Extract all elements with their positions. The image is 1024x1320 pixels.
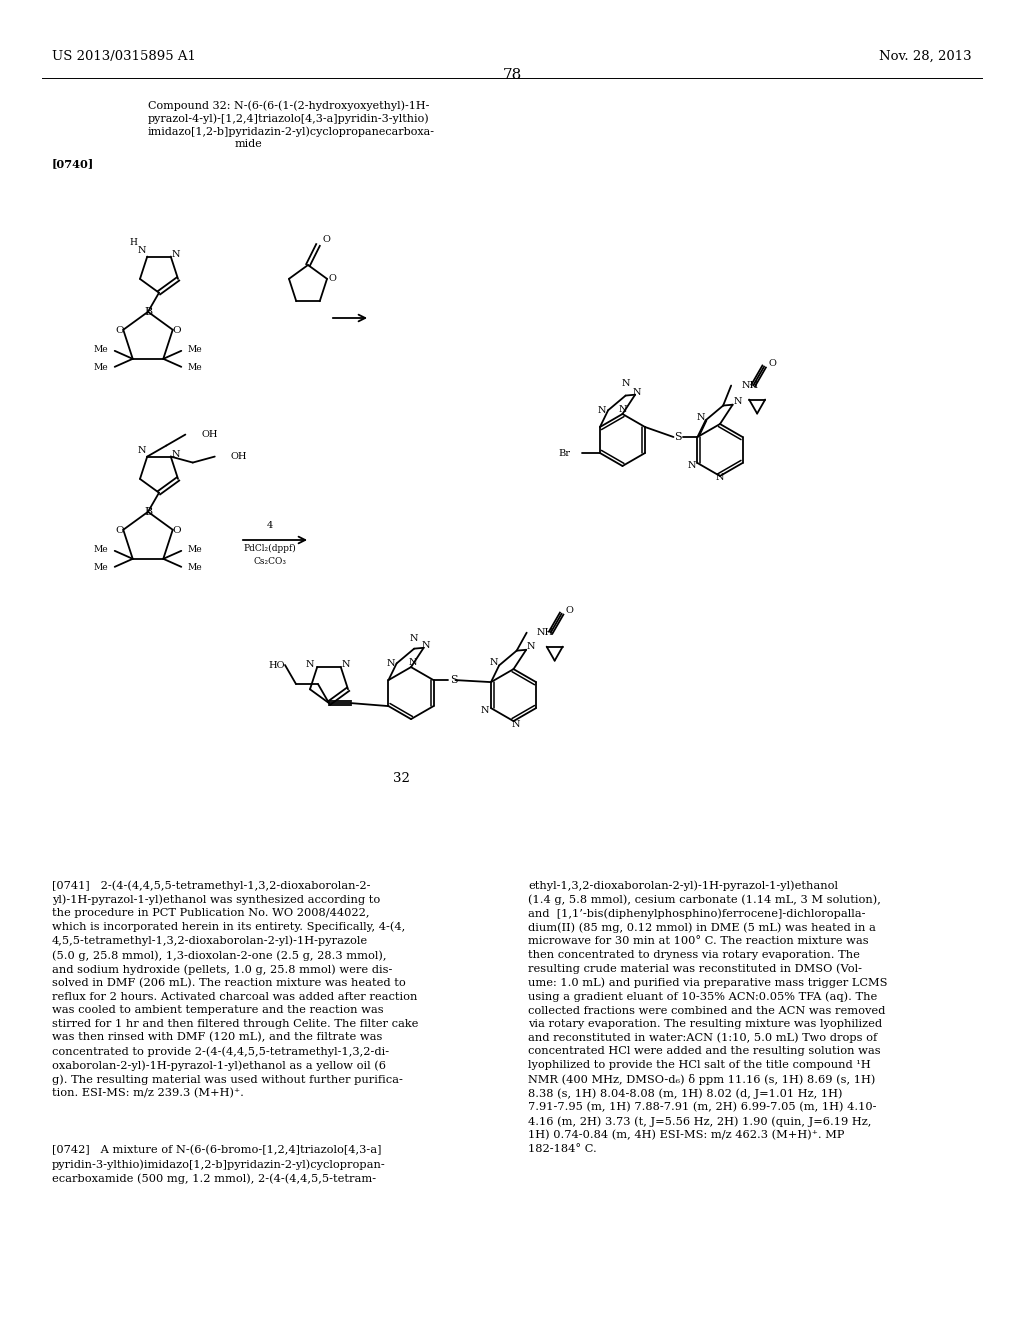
Text: O: O [115,326,124,335]
Text: ethyl-1,3,2-dioxaborolan-2-yl)-1H-pyrazol-1-yl)ethanol
(1.4 g, 5.8 mmol), cesium: ethyl-1,3,2-dioxaborolan-2-yl)-1H-pyrazo… [528,880,888,1154]
Text: O: O [172,326,181,335]
Text: HO: HO [268,660,285,669]
Text: NH: NH [537,628,554,638]
Text: N: N [527,643,536,651]
Text: Me: Me [93,346,108,354]
Text: O: O [565,606,573,615]
Text: N: N [171,249,180,259]
Text: N: N [306,660,314,669]
Text: Compound 32: N-(6-(6-(1-(2-hydroxyoxyethyl)-1H-: Compound 32: N-(6-(6-(1-(2-hydroxyoxyeth… [148,100,429,111]
Text: S: S [450,675,458,685]
Text: N: N [480,706,489,714]
Text: N: N [386,659,395,668]
Text: Nov. 28, 2013: Nov. 28, 2013 [880,50,972,63]
Text: NH: NH [741,381,758,389]
Text: PdCl₂(dppf): PdCl₂(dppf) [244,544,296,553]
Text: N: N [696,413,705,422]
Text: OH: OH [202,430,218,440]
Text: 4: 4 [267,521,273,531]
Text: N: N [622,379,630,388]
Text: O: O [768,359,776,368]
Text: S: S [674,432,681,442]
Text: imidazo[1,2-b]pyridazin-2-yl)cyclopropanecarboxa-: imidazo[1,2-b]pyridazin-2-yl)cyclopropan… [148,125,435,136]
Text: US 2013/0315895 A1: US 2013/0315895 A1 [52,50,196,63]
Text: N: N [687,461,695,470]
Text: Me: Me [93,545,108,554]
Text: Me: Me [93,564,108,573]
Text: O: O [323,235,330,244]
Text: B: B [144,306,152,317]
Text: O: O [115,527,124,536]
Text: 78: 78 [503,69,521,82]
Text: N: N [138,246,146,255]
Text: OH: OH [230,451,247,461]
Text: N: N [410,634,419,643]
Text: N: N [409,657,417,667]
Text: pyrazol-4-yl)-[1,2,4]triazolo[4,3-a]pyridin-3-ylthio): pyrazol-4-yl)-[1,2,4]triazolo[4,3-a]pyri… [148,114,430,124]
Text: Cs₂CO₃: Cs₂CO₃ [254,557,287,566]
Text: N: N [716,474,724,483]
Text: [0741]   2-(4-(4,4,5,5-tetramethyl-1,3,2-dioxaborolan-2-
yl)-1H-pyrazol-1-yl)eth: [0741] 2-(4-(4,4,5,5-tetramethyl-1,3,2-d… [52,880,419,1098]
Text: Me: Me [93,363,108,372]
Text: N: N [138,446,146,455]
Text: N: N [422,642,430,651]
Text: Br: Br [558,449,570,458]
Text: N: N [598,405,606,414]
Text: [0742]   A mixture of N-(6-(6-bromo-[1,2,4]triazolo[4,3-a]
pyridin-3-ylthio)imid: [0742] A mixture of N-(6-(6-bromo-[1,2,4… [52,1144,386,1184]
Text: N: N [171,450,180,459]
Text: N: N [342,660,350,669]
Text: O: O [328,275,336,284]
Text: N: N [511,719,520,729]
Text: O: O [172,527,181,536]
Text: H: H [129,238,137,247]
Text: N: N [733,397,742,407]
Text: [0740]: [0740] [52,158,94,169]
Text: Me: Me [188,363,203,372]
Text: Me: Me [188,564,203,573]
Text: mide: mide [234,139,262,149]
Text: Me: Me [188,545,203,554]
Text: N: N [618,404,627,413]
Text: N: N [489,657,499,667]
Text: Me: Me [188,346,203,354]
Text: 32: 32 [392,772,410,784]
Text: N: N [633,388,641,397]
Text: B: B [144,507,152,517]
